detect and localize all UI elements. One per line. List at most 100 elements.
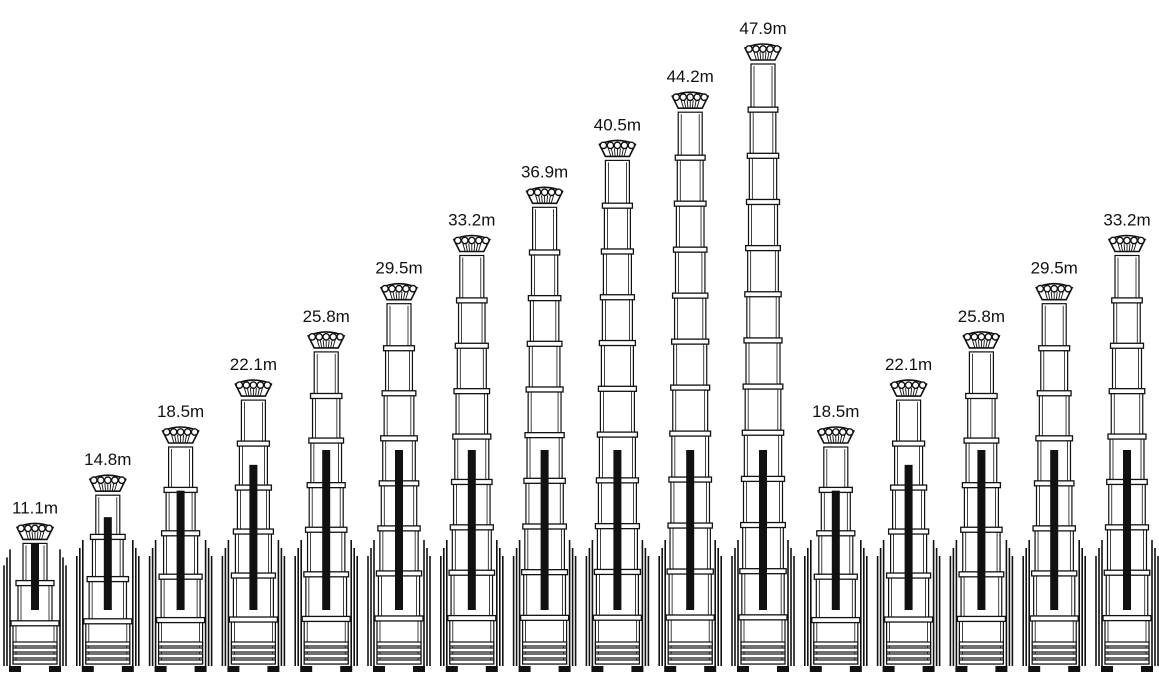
base-plate — [1031, 641, 1077, 647]
lamp-rib — [841, 434, 846, 444]
lamp-head — [307, 331, 346, 349]
lamp-rib — [28, 531, 32, 540]
lamp-rib — [473, 243, 476, 252]
lamp-rib — [623, 148, 627, 157]
lamp-rib — [319, 339, 323, 348]
lamp-rib — [535, 195, 539, 204]
base-plate — [594, 647, 641, 653]
base-plate — [230, 641, 276, 647]
lamp-bulb — [322, 332, 331, 341]
base-plate — [885, 647, 932, 653]
lamp-bulb — [176, 428, 185, 436]
lamp-rib — [766, 51, 770, 61]
lamp-rib — [327, 339, 330, 348]
lamp-rib — [465, 243, 468, 252]
base-foot — [340, 666, 353, 672]
mast-section — [744, 386, 782, 434]
section-collar — [673, 200, 707, 207]
lamp-rib — [1120, 243, 1124, 252]
section-collar — [301, 615, 351, 623]
lamp-rib — [322, 339, 325, 348]
section-collar — [665, 614, 715, 621]
mast-section — [676, 157, 704, 205]
mast-section — [457, 300, 486, 347]
base-plate — [885, 659, 932, 665]
lamp-bulb — [460, 236, 469, 245]
lamp-rib — [38, 531, 42, 540]
base-foot — [1101, 666, 1113, 672]
base-plate — [521, 641, 568, 647]
mast-2: 14.8m — [76, 450, 140, 672]
lamp-bulb — [190, 428, 199, 436]
mast-5: 25.8m — [294, 307, 359, 672]
base-plate — [85, 641, 131, 647]
lamp-rib — [316, 339, 321, 349]
hydraulic-ram — [904, 464, 913, 610]
base-plate — [85, 647, 131, 653]
base-plate — [376, 653, 422, 659]
mast-section — [599, 388, 636, 436]
lamp-rib — [468, 243, 471, 252]
section-collar — [674, 154, 706, 161]
base-foot — [809, 666, 822, 672]
height-label: 22.1m — [885, 355, 932, 374]
base-plate — [1104, 653, 1150, 659]
section-collar — [1109, 342, 1145, 349]
mast-section — [603, 205, 632, 253]
base-foot — [81, 666, 94, 672]
mast-16: 33.2m — [1095, 210, 1159, 672]
base-plate — [667, 647, 713, 653]
base-foot — [194, 666, 207, 672]
section-collar — [453, 388, 491, 395]
base-plate — [813, 653, 859, 659]
lamp-bulb — [235, 381, 244, 390]
lamp-bulb — [24, 524, 32, 533]
mast-section — [895, 399, 922, 445]
lamp-bulb — [1137, 236, 1145, 245]
section-collar — [1108, 388, 1146, 395]
lamp-bulb — [970, 332, 979, 341]
lamp-bulb — [766, 45, 774, 53]
lamp-bulb — [526, 188, 535, 197]
lamp-rib — [400, 291, 403, 300]
lamp-head — [161, 426, 200, 444]
lamp-rib — [899, 387, 903, 397]
lamp-bulb — [686, 93, 695, 102]
mast-14: 25.8m — [949, 307, 1014, 672]
base-foot — [9, 666, 21, 672]
mast-section — [529, 298, 560, 345]
base-plate — [740, 641, 786, 647]
base-plate — [813, 659, 859, 665]
section-collar — [745, 198, 781, 206]
section-collar — [963, 437, 1000, 444]
lamp-bulb — [388, 284, 396, 293]
lamp-rib — [839, 434, 843, 444]
lamp-rib — [914, 387, 919, 397]
lamp-bulb — [381, 284, 389, 293]
lamp-rib — [541, 195, 543, 204]
mast-section — [968, 351, 995, 398]
hydraulic-ram — [395, 450, 403, 610]
lamp-bulb — [918, 381, 927, 390]
lamp-rib — [109, 483, 112, 492]
lamp-rib — [548, 195, 552, 204]
section-collar — [236, 440, 271, 447]
lamp-rib — [475, 243, 479, 252]
lamp-rib — [983, 339, 985, 348]
lamp-head — [15, 522, 55, 541]
lamp-bulb — [96, 476, 105, 485]
base-foot — [777, 666, 789, 672]
height-label: 18.5m — [157, 402, 204, 421]
lamp-rib — [332, 339, 336, 349]
section-collar — [599, 294, 636, 301]
base-foot — [1028, 666, 1041, 672]
lamp-rib — [987, 339, 991, 349]
lamp-rib — [111, 483, 115, 492]
lamp-rib — [246, 388, 250, 397]
lamp-bulb — [336, 332, 345, 341]
lamp-head — [598, 139, 637, 158]
section-collar — [747, 106, 779, 113]
section-collar — [742, 383, 784, 390]
lamp-rib — [759, 51, 762, 61]
base-plate — [303, 659, 349, 665]
